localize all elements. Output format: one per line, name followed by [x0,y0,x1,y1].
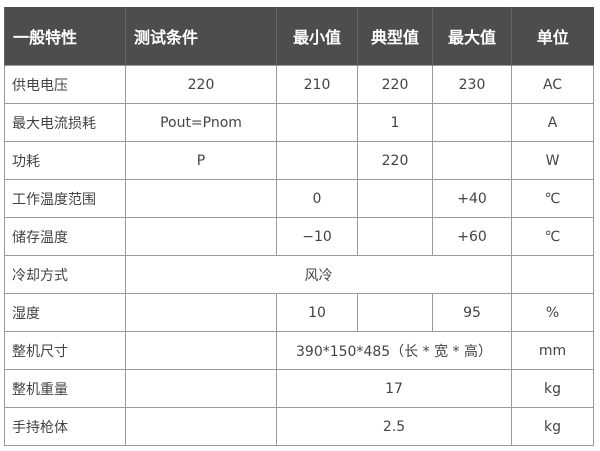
cell-typ: 220 [357,65,433,104]
table-row: 手持枪体 2.5 kg [4,407,594,446]
cell-min [276,141,358,180]
cell-unit: AC [511,65,594,104]
cell-name: 储存温度 [4,217,126,256]
table-row: 功耗 P 220 W [4,141,594,180]
cell-unit: mm [511,331,594,370]
cell-min: 210 [276,65,358,104]
cell-name: 湿度 [4,293,126,332]
table-row: 湿度 10 95 % [4,293,594,332]
cell-unit: ℃ [511,217,594,256]
cell-max: +40 [432,179,512,218]
table-row: 储存温度 −10 +60 ℃ [4,217,594,256]
header-row: 一般特性 测试条件 最小值 典型值 最大值 单位 [4,7,594,66]
cell-name: 功耗 [4,141,126,180]
table-row: 冷却方式 风冷 [4,255,594,294]
cell-name: 冷却方式 [4,255,126,294]
cell-cond [125,293,277,332]
cell-name: 工作温度范围 [4,179,126,218]
cell-min: 10 [276,293,358,332]
table-row: 整机尺寸 390*150*485（长 * 宽 * 高） mm [4,331,594,370]
cell-name: 最大电流损耗 [4,103,126,142]
cell-cond [125,407,277,446]
cell-name: 整机重量 [4,369,126,408]
cell-typ [357,179,433,218]
cell-max [432,141,512,180]
header-max: 最大值 [432,7,512,66]
cell-name: 整机尺寸 [4,331,126,370]
table-row: 整机重量 17 kg [4,369,594,408]
cell-typ: 220 [357,141,433,180]
table-row: 工作温度范围 0 +40 ℃ [4,179,594,218]
cell-max: 95 [432,293,512,332]
header-characteristic: 一般特性 [4,7,126,66]
cell-value: 风冷 [125,255,512,294]
cell-unit: kg [511,369,594,408]
cell-cond: 220 [125,65,277,104]
cell-value: 390*150*485（长 * 宽 * 高） [276,331,512,370]
cell-value: 2.5 [276,407,512,446]
cell-cond [125,331,277,370]
cell-max [432,103,512,142]
cell-typ [357,293,433,332]
cell-name: 手持枪体 [4,407,126,446]
cell-max: 230 [432,65,512,104]
header-condition: 测试条件 [125,7,277,66]
cell-name: 供电电压 [4,65,126,104]
cell-max: +60 [432,217,512,256]
table-row: 最大电流损耗 Pout=Pnom 1 A [4,103,594,142]
cell-unit: % [511,293,594,332]
cell-typ [357,217,433,256]
cell-cond [125,217,277,256]
cell-min: −10 [276,217,358,256]
cell-unit [511,255,594,294]
cell-min: 0 [276,179,358,218]
header-unit: 单位 [511,7,594,66]
cell-cond: Pout=Pnom [125,103,277,142]
cell-min [276,103,358,142]
cell-unit: kg [511,407,594,446]
cell-typ: 1 [357,103,433,142]
header-min: 最小值 [276,7,358,66]
cell-cond [125,179,277,218]
spec-table: 一般特性 测试条件 最小值 典型值 最大值 单位 供电电压 220 210 22… [4,7,594,446]
table-row: 供电电压 220 210 220 230 AC [4,65,594,104]
header-typ: 典型值 [357,7,433,66]
cell-unit: ℃ [511,179,594,218]
cell-cond: P [125,141,277,180]
cell-unit: A [511,103,594,142]
cell-value: 17 [276,369,512,408]
cell-unit: W [511,141,594,180]
cell-cond [125,369,277,408]
